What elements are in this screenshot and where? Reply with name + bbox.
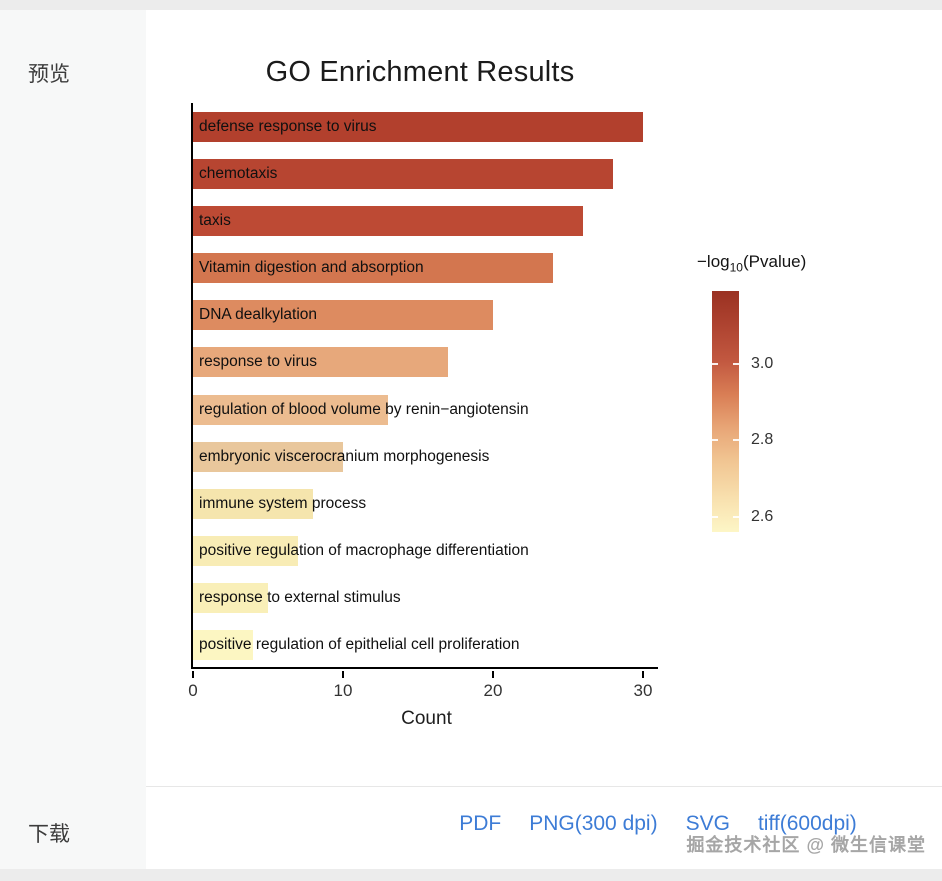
legend-tick-label: 2.8	[751, 431, 774, 449]
bar-label: response to external stimulus	[199, 589, 401, 607]
bar-row: defense response to virus	[193, 103, 658, 150]
bar	[193, 630, 253, 661]
bar-chart-plot-area: defense response to virus chemotaxis taxis…	[191, 103, 658, 669]
legend-tick-mark	[712, 362, 718, 365]
bar-label: regulation of blood volume by renin−angi…	[199, 400, 529, 418]
bar-row: embryonic viscerocranium morphogenesis	[193, 433, 658, 480]
bar-row: response to external stimulus	[193, 575, 658, 622]
download-link-pdf[interactable]: PDF	[459, 812, 502, 835]
bar-label: chemotaxis	[199, 164, 278, 182]
x-tick-mark	[642, 671, 644, 678]
bar-label: defense response to virus	[199, 117, 377, 135]
legend-title-subscript: 10	[729, 260, 743, 275]
x-tick-label: 0	[188, 681, 198, 700]
bottom-border-strip	[0, 869, 942, 881]
x-axis-ticks: 0 10 20 30	[188, 671, 660, 711]
legend-tick-mark	[733, 439, 739, 442]
bar	[193, 441, 343, 472]
bar	[193, 205, 583, 236]
bar-row: regulation of blood volume by renin−angi…	[193, 386, 658, 433]
bar	[193, 347, 448, 378]
bar-label: DNA dealkylation	[199, 306, 318, 324]
legend-tick-mark	[733, 515, 739, 518]
bar	[193, 111, 643, 142]
bar-row: Vitamin digestion and absorption	[193, 245, 658, 292]
legend-tick-mark	[712, 439, 718, 442]
bar-row: chemotaxis	[193, 150, 658, 197]
bar-label: positive regulation of epithelial cell p…	[199, 636, 520, 654]
bar-label: Vitamin digestion and absorption	[199, 259, 424, 277]
watermark: 掘金技术社区 @ 微生信课堂	[686, 835, 926, 855]
bar	[193, 583, 268, 614]
bar	[193, 253, 553, 284]
bar	[193, 158, 613, 189]
bar-row: DNA dealkylation	[193, 292, 658, 339]
bar-row: response to virus	[193, 339, 658, 386]
legend-tick-label: 3.0	[751, 354, 774, 372]
legend-tick-mark	[733, 362, 739, 365]
top-border-strip	[0, 0, 942, 10]
download-section-label: 下载	[28, 823, 70, 846]
x-tick-label: 10	[333, 681, 353, 700]
legend-colorbar	[712, 291, 739, 532]
section-divider	[146, 786, 942, 787]
bar-row: taxis	[193, 197, 658, 244]
bar	[193, 300, 493, 331]
bar-label: response to virus	[199, 353, 318, 371]
bar-label: positive regulation of macrophage differ…	[199, 542, 529, 560]
bar-label: immune system process	[199, 494, 367, 512]
download-link-png-300dpi[interactable]: PNG(300 dpi)	[529, 812, 658, 835]
download-link-tiff-600dpi[interactable]: tiff(600dpi)	[757, 812, 857, 835]
legend-title: −log10(Pvalue)	[697, 252, 806, 274]
legend-title-suffix: (Pvalue)	[742, 252, 807, 271]
legend-tick-label: 2.6	[751, 507, 774, 525]
bar	[193, 394, 388, 425]
bar-row: immune system process	[193, 480, 658, 527]
sidebar: 预览 下载	[0, 10, 146, 869]
x-tick-mark	[492, 671, 494, 678]
bar-row: positive regulation of macrophage differ…	[193, 528, 658, 575]
x-tick-mark	[192, 671, 194, 678]
legend-tick-mark	[712, 515, 718, 518]
chart-title: GO Enrichment Results	[265, 56, 575, 88]
x-tick-label: 20	[483, 681, 503, 700]
bar-label: embryonic viscerocranium morphogenesis	[199, 447, 490, 465]
x-tick-label: 30	[633, 681, 653, 700]
x-axis-label: Count	[401, 708, 452, 729]
bar-label: taxis	[199, 211, 231, 229]
preview-section-label: 预览	[28, 63, 70, 86]
legend-title-prefix: −log	[697, 252, 730, 271]
bar-row: positive regulation of epithelial cell p…	[193, 622, 658, 669]
download-link-svg[interactable]: SVG	[685, 812, 730, 835]
bar	[193, 536, 298, 567]
download-links-row: PDF PNG(300 dpi) SVG tiff(600dpi)	[374, 812, 942, 836]
x-tick-mark	[342, 671, 344, 678]
bar	[193, 488, 313, 519]
